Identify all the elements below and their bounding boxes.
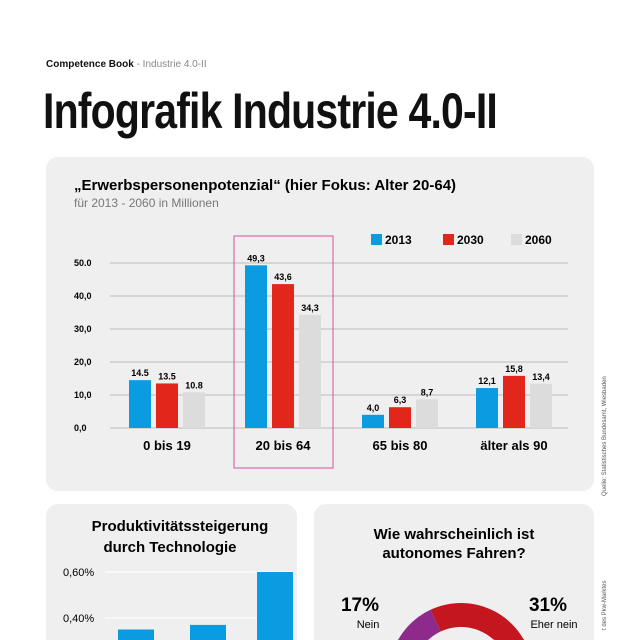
data-label: 4,0 <box>367 403 380 413</box>
bar-2030 <box>156 383 178 428</box>
bar-2060 <box>416 399 438 428</box>
legend-label-2030: 2030 <box>457 233 484 247</box>
donut-slice-eher-nein <box>430 603 533 640</box>
bar-2013 <box>245 265 267 428</box>
data-label: 43,6 <box>274 272 292 282</box>
page-title: Infografik Industrie 4.0-II <box>43 83 498 139</box>
y-tick-label: 0,60% <box>63 567 94 579</box>
highlight-box <box>233 235 334 469</box>
chart1-subtitle: für 2013 - 2060 in Millionen <box>74 196 219 210</box>
legend-swatch-2030 <box>443 234 454 245</box>
y-tick-label: 20,0 <box>74 357 92 367</box>
legend-label-2060: 2060 <box>525 233 552 247</box>
data-label: 10.8 <box>185 380 203 390</box>
data-label: 13,4 <box>532 372 550 382</box>
data-label: 14.5 <box>131 368 149 378</box>
chart3-title-line2: autonomes Fahren? <box>382 545 525 562</box>
data-label: 49,3 <box>247 253 265 263</box>
legend-swatch-2060 <box>511 234 522 245</box>
y-tick-label: 0,0 <box>74 423 87 433</box>
donut-slice-nein <box>389 609 441 640</box>
category-label: 20 bis 64 <box>256 438 312 453</box>
slice-eher-nein-label: Eher nein <box>530 619 577 631</box>
chart3-title-line1: Wie wahrscheinlich ist <box>374 526 535 543</box>
slice-nein-label: Nein <box>357 619 380 631</box>
y-tick-label: 0,40% <box>63 613 94 625</box>
chart2-title-line2: durch Technologie <box>103 539 236 556</box>
bar-2013 <box>362 414 384 428</box>
brand-section: - Industrie 4.0-II <box>133 59 207 70</box>
data-label: 12,1 <box>478 376 496 386</box>
data-label: 34,3 <box>301 303 319 313</box>
data-label: 6,3 <box>394 395 407 405</box>
slice-eher-nein-percent: 31% <box>529 595 567 616</box>
chart2-title-line1: Produktivitätssteigerung <box>92 518 269 535</box>
bar-2013 <box>476 388 498 428</box>
category-label: älter als 90 <box>480 438 547 453</box>
bar-2060 <box>183 392 205 428</box>
bar-2030 <box>389 407 411 428</box>
y-tick-label: 10,0 <box>74 390 92 400</box>
productivity-bar <box>118 629 154 640</box>
productivity-bar <box>257 572 293 640</box>
slice-nein-percent: 17% <box>341 595 379 616</box>
data-label: 8,7 <box>421 387 434 397</box>
productivity-bar <box>190 624 226 640</box>
y-tick-label: 50.0 <box>74 258 92 268</box>
source-note-2: t des Pkw-Marktes <box>602 580 608 630</box>
data-label: 13.5 <box>158 371 176 381</box>
bar-2060 <box>299 314 321 428</box>
bar-2013 <box>129 380 151 428</box>
category-label: 65 bis 80 <box>373 438 428 453</box>
bar-2030 <box>272 284 294 428</box>
y-tick-label: 40,0 <box>74 291 92 301</box>
bar-2030 <box>503 375 525 428</box>
brand-name: Competence Book <box>46 59 134 70</box>
data-label: 15,8 <box>505 364 523 374</box>
legend-swatch-2013 <box>371 234 382 245</box>
source-note-1: Quelle: Statistisches Bundesamt, Wiesbad… <box>602 376 608 496</box>
legend-label-2013: 2013 <box>385 233 412 247</box>
category-label: 0 bis 19 <box>143 438 191 453</box>
bar-2060 <box>530 383 552 428</box>
chart1-title: „Erwerbspersonenpotenzial“ (hier Fokus: … <box>74 177 456 194</box>
y-tick-label: 30,0 <box>74 324 92 334</box>
brand-line: Competence Book - Industrie 4.0-II <box>46 59 207 70</box>
